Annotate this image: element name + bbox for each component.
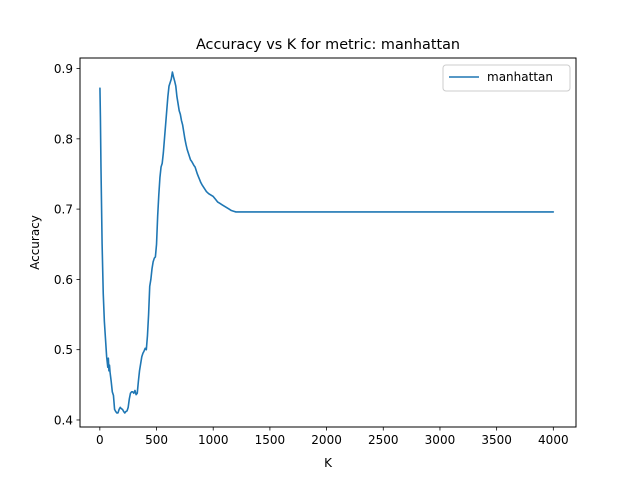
x-axis-label: K	[324, 456, 333, 470]
series-line-manhattan	[99, 71, 555, 414]
y-tick-label: 0.6	[54, 273, 73, 287]
x-tick-label: 1500	[255, 433, 286, 447]
legend: manhattan	[442, 64, 571, 92]
x-tick-label: 2500	[368, 433, 399, 447]
y-tick-label: 0.7	[54, 203, 73, 217]
y-tick-label: 0.4	[54, 413, 73, 427]
y-axis-label: Accuracy	[28, 215, 42, 270]
y-axis-ticks: 0.4 0.5 0.6 0.7 0.8 0.9	[54, 62, 80, 427]
chart-title: Accuracy vs K for metric: manhattan	[196, 37, 460, 53]
x-axis-ticks: 0 500 1000 1500 2000 2500 3000 3500 4000	[96, 427, 569, 447]
x-tick-label: 3500	[481, 433, 512, 447]
x-tick-label: 0	[96, 433, 104, 447]
legend-box	[442, 64, 571, 92]
x-tick-label: 2000	[311, 433, 342, 447]
x-tick-label: 3000	[425, 433, 456, 447]
y-tick-label: 0.8	[54, 132, 73, 146]
legend-label-manhattan: manhattan	[487, 70, 553, 84]
y-tick-label: 0.5	[54, 343, 73, 357]
x-tick-label: 4000	[538, 433, 569, 447]
plot-frame	[79, 57, 577, 428]
x-tick-label: 1000	[198, 433, 229, 447]
x-tick-label: 500	[145, 433, 168, 447]
series-layer	[99, 71, 555, 414]
y-tick-label: 0.9	[54, 62, 73, 76]
